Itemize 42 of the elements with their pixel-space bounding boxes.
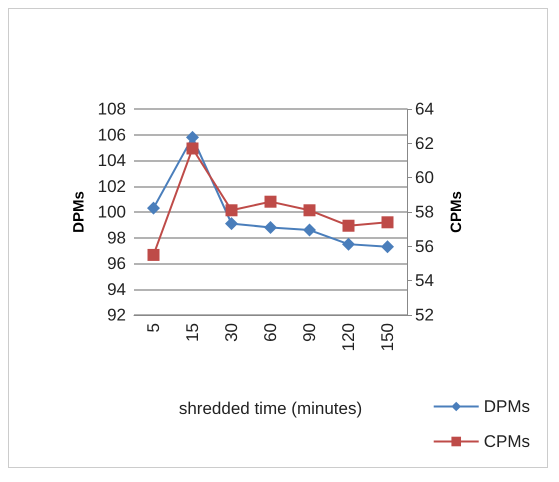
x-tick-label: 30 <box>222 323 241 342</box>
y-tick-label: 92 <box>107 306 126 324</box>
legend-label: CPMs <box>484 432 530 451</box>
legend-label: DPMs <box>484 397 530 416</box>
point <box>148 248 160 261</box>
point <box>304 204 316 216</box>
x-tick-label: 60 <box>261 323 280 342</box>
y2-tick-label: 60 <box>415 168 434 188</box>
point <box>382 216 394 228</box>
x-tick-label: 90 <box>300 323 319 342</box>
y2-axis-title: CPMs <box>448 191 465 233</box>
point <box>264 220 277 234</box>
y-tick-label: 98 <box>107 228 126 248</box>
point <box>186 142 198 154</box>
point <box>381 240 394 254</box>
point <box>186 130 199 144</box>
y2-tick-label: 54 <box>415 271 434 290</box>
y2-tick-label: 62 <box>415 134 434 153</box>
y2-tick-label: 52 <box>415 306 434 324</box>
x-tick-label: 15 <box>183 323 202 342</box>
point <box>342 238 355 251</box>
point <box>147 202 160 215</box>
y-tick-label: 94 <box>107 280 126 299</box>
y2-tick-label: 64 <box>415 100 434 118</box>
point <box>342 220 354 232</box>
point <box>264 196 276 208</box>
y2-tick-label: 58 <box>415 202 434 222</box>
x-axis-title: shredded time (minutes) <box>178 399 362 418</box>
x-tick-label: 120 <box>339 323 358 352</box>
x-tick-label: 150 <box>378 323 397 352</box>
y-tick-label: 100 <box>98 202 126 222</box>
y-tick-label: 102 <box>98 176 126 196</box>
point <box>303 224 316 237</box>
y-tick-label: 106 <box>98 125 126 144</box>
point <box>225 217 238 230</box>
y-tick-label: 108 <box>98 100 126 118</box>
y-tick-label: 96 <box>107 254 126 273</box>
point <box>226 204 238 216</box>
y-tick-label: 104 <box>98 151 126 170</box>
x-tick-label: 5 <box>144 323 163 332</box>
y2-tick-label: 56 <box>415 236 434 256</box>
y-axis-title: DPMs <box>70 191 88 233</box>
